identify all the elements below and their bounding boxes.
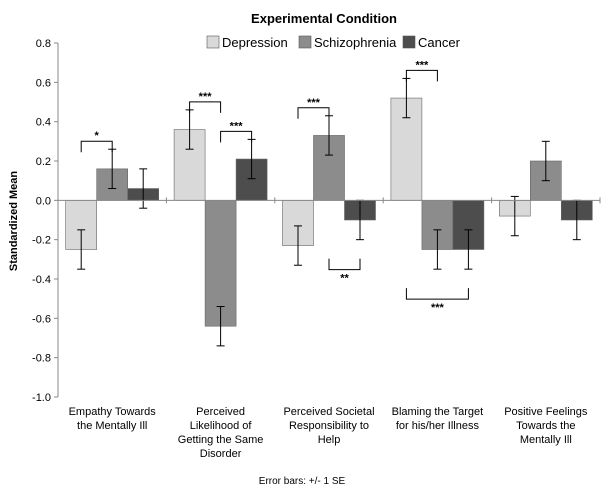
y-tick-label: -0.6 — [32, 313, 51, 325]
category-label-line: Perceived — [196, 406, 245, 418]
category-label-line: Perceived Societal — [283, 406, 374, 418]
category-labels: Empathy Towards the Mentally Ill Perceived… — [69, 406, 588, 460]
significance-bracket — [297, 107, 330, 119]
significance-bracket — [189, 101, 222, 113]
significance-bracket — [220, 130, 253, 143]
footnote: Error bars: +/- 1 SE — [259, 476, 346, 487]
category-label-2: Perceived Societal Responsibility to Help — [283, 406, 374, 446]
legend-swatch-1 — [298, 35, 312, 49]
chart-title: Experimental Condition — [251, 11, 397, 26]
significance-label: * — [95, 130, 100, 142]
significance-bracket — [328, 258, 361, 271]
significance-label: *** — [431, 302, 445, 314]
category-label-line: for his/her Illness — [396, 420, 480, 432]
category-label-line: Blaming the Target — [392, 406, 484, 418]
legend-swatch-2 — [402, 35, 416, 49]
significance-label: ** — [340, 273, 349, 285]
significance-label: *** — [199, 91, 213, 103]
bar-0-3 — [390, 97, 423, 201]
y-tick-label: -1.0 — [32, 392, 51, 404]
y-tick-label: 0.6 — [36, 77, 51, 89]
significance-bracket — [80, 140, 113, 153]
category-label-line: Positive Feelings — [504, 406, 588, 418]
significance-label: *** — [307, 97, 321, 109]
legend-label-2: Cancer — [418, 35, 461, 50]
y-tick-label: -0.2 — [32, 235, 51, 247]
y-tick-label: -0.8 — [32, 353, 51, 365]
y-tick-label: 0.8 — [36, 38, 51, 50]
category-label-line: Getting the Same — [178, 434, 264, 446]
category-label-line: Help — [318, 434, 341, 446]
category-label-0: Empathy Towards the Mentally Ill — [69, 406, 157, 432]
category-label-line: Likelihood of — [190, 420, 253, 432]
category-label-line: Disorder — [200, 448, 242, 460]
legend-label-1: Schizophrenia — [314, 35, 397, 50]
x-axis — [57, 197, 601, 204]
significance-label: *** — [230, 120, 244, 132]
significance-bracket — [405, 69, 438, 82]
category-label-4: Positive Feelings Towards the Mentally Ill — [504, 406, 588, 446]
category-label-3: Blaming the Target for his/her Illness — [392, 406, 484, 432]
legend: Depression Schizophrenia Cancer — [206, 35, 461, 50]
significance-bracket — [405, 288, 469, 300]
legend-swatch-0 — [206, 35, 220, 49]
category-label-line: Empathy Towards — [69, 406, 157, 418]
legend-label-0: Depression — [222, 35, 288, 50]
y-tick-label: 0.0 — [36, 195, 51, 207]
bar-1-1 — [204, 200, 237, 327]
y-tick-label: 0.2 — [36, 156, 51, 168]
bar-1-2 — [313, 135, 345, 201]
y-tick-label: -0.4 — [32, 274, 51, 286]
category-label-line: Towards the — [516, 420, 575, 432]
category-label-line: Mentally Ill — [520, 434, 572, 446]
category-label-1: Perceived Likelihood of Getting the Same Di… — [178, 406, 264, 460]
category-label-line: Responsibility to — [289, 420, 369, 432]
significance-annotations: ****************** — [80, 59, 469, 314]
y-axis-label: Standardized Mean — [8, 171, 20, 272]
category-label-line: the Mentally Ill — [77, 420, 147, 432]
y-tick-label: 0.4 — [36, 117, 51, 129]
significance-label: *** — [415, 59, 429, 71]
y-axis: 0.8 0.6 0.4 0.2 0.0 -0.2 -0.4 -0.6 -0.8 -1.0 — [32, 38, 59, 404]
bars — [65, 77, 593, 347]
